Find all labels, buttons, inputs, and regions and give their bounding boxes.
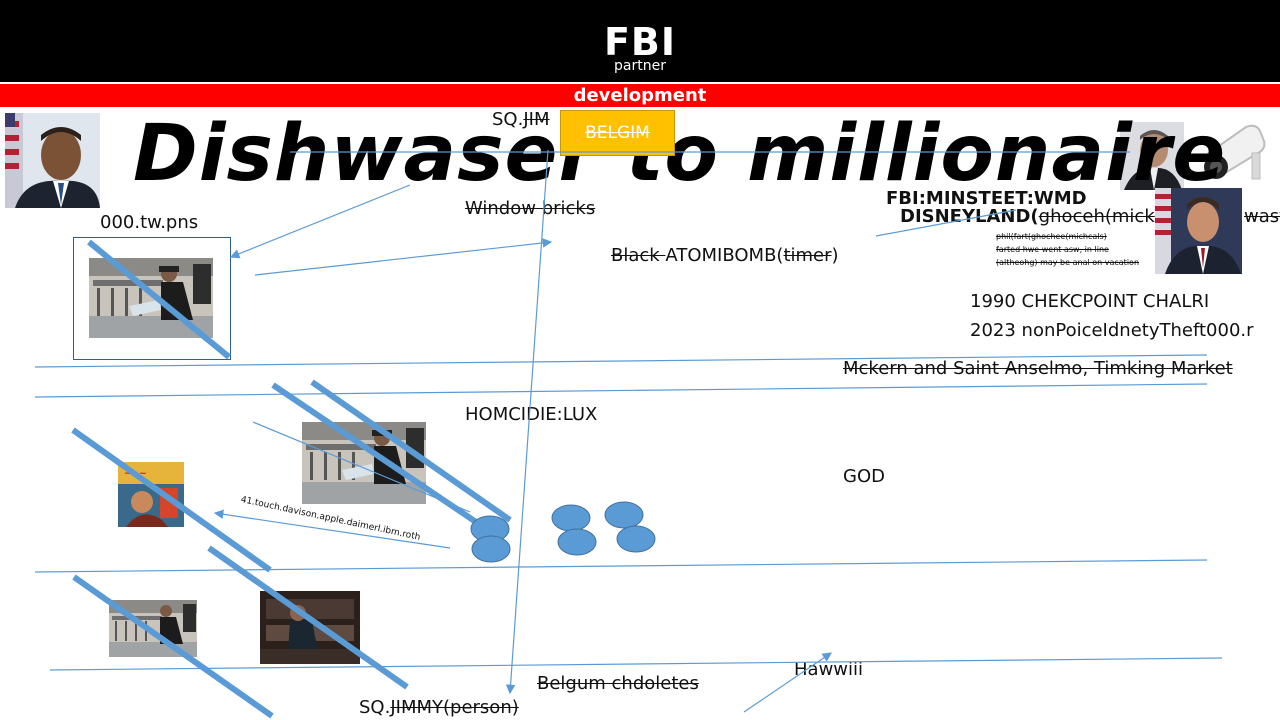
thick-slash-5 bbox=[207, 545, 409, 690]
arrow-to-frame bbox=[229, 184, 411, 259]
sq-top-label: SQ.JIM bbox=[492, 108, 549, 132]
homicide-label: HOMCIDIE:LUX bbox=[465, 404, 598, 425]
tw-label: 000.tw.pns bbox=[100, 212, 199, 233]
circle-5 bbox=[604, 501, 644, 529]
line-disneyland bbox=[875, 209, 1017, 237]
thick-slash-4 bbox=[71, 427, 272, 573]
fbi-logo-text: FBI bbox=[603, 20, 677, 64]
nonpolice-label: 2023 nonPoiceIdnetyTheft000.r bbox=[970, 320, 1254, 341]
atomibomb-word: ATOMIBOMB( bbox=[665, 245, 784, 266]
checkpoint-label: 1990 CHEKCPOINT CHALRI bbox=[970, 291, 1210, 312]
arrow-to-window-bricks bbox=[254, 238, 553, 276]
development-banner: development bbox=[0, 84, 1280, 107]
disneyland-word: DISNEYLAND( bbox=[900, 206, 1039, 227]
slide-title: Dishwaser to millionaire bbox=[133, 109, 1227, 199]
mckern-label: Mckern and Saint Anselmo, Timking Market bbox=[843, 358, 1233, 379]
arrow-touch bbox=[213, 509, 451, 549]
portrait-photo-left bbox=[5, 113, 100, 208]
fbi-minsteet-label: FBI:MINSTEET:WMD bbox=[886, 188, 1087, 209]
circle-3 bbox=[551, 504, 591, 532]
god-label: GOD bbox=[843, 466, 885, 487]
sq-bottom-label: SQ.JIMMY(person) bbox=[359, 696, 519, 720]
circle-4 bbox=[557, 528, 597, 556]
portrait-photo-reagan bbox=[1155, 188, 1242, 274]
belgim-badge: BELGIM bbox=[560, 110, 675, 156]
divider-line-4 bbox=[49, 657, 1223, 671]
small-note-line-1: phil(fart(ghochee(michcals) bbox=[996, 232, 1107, 241]
thick-slash-3 bbox=[310, 379, 512, 523]
belgum-label: Belgum chdoletes bbox=[537, 673, 699, 694]
thick-slash-6 bbox=[72, 574, 274, 719]
atomibomb-label: Black ATOMIBOMB(timer) bbox=[611, 244, 839, 268]
photo-frame bbox=[73, 237, 231, 360]
security-camera-photo bbox=[1188, 113, 1272, 193]
disneyland-label: DISNEYLAND(ghoceh(mick bbox=[900, 205, 1155, 229]
thick-slash-1 bbox=[87, 239, 231, 360]
fbi-logo-subtext: partner bbox=[614, 58, 666, 74]
divider-line-2 bbox=[34, 383, 1208, 398]
portrait-photo-right bbox=[1120, 122, 1184, 190]
arrow-hawwiii bbox=[743, 652, 832, 713]
window-bricks-label: Window bricks bbox=[465, 198, 596, 219]
ghoceh-word: ghoceh(mick bbox=[1038, 206, 1155, 227]
sq-bottom-rest: JIMMY(person) bbox=[390, 697, 519, 718]
small-note-line-2: farted hwe went asw, in line bbox=[996, 245, 1109, 254]
hawwiii-label: Hawwiii bbox=[794, 659, 864, 680]
sq-top-rest: JIM bbox=[523, 109, 550, 130]
wasted-tail-label: wast bbox=[1244, 206, 1280, 227]
thick-slash-2 bbox=[271, 382, 478, 525]
sq-bottom-prefix: SQ. bbox=[359, 697, 391, 718]
header-bar: FBI partner bbox=[0, 0, 1280, 82]
close-paren: ) bbox=[831, 245, 839, 266]
arrow-long-vertical bbox=[505, 149, 549, 695]
divider-line-1 bbox=[34, 354, 1208, 368]
black-word: Black bbox=[611, 245, 666, 266]
small-note-line-3: (altheohg) may be anal on vacation bbox=[996, 258, 1140, 267]
circle-6 bbox=[616, 525, 656, 553]
sq-top-prefix: SQ. bbox=[492, 109, 524, 130]
divider-line-3 bbox=[34, 559, 1208, 573]
circle-2 bbox=[471, 535, 511, 563]
timer-word: timer bbox=[783, 245, 832, 266]
